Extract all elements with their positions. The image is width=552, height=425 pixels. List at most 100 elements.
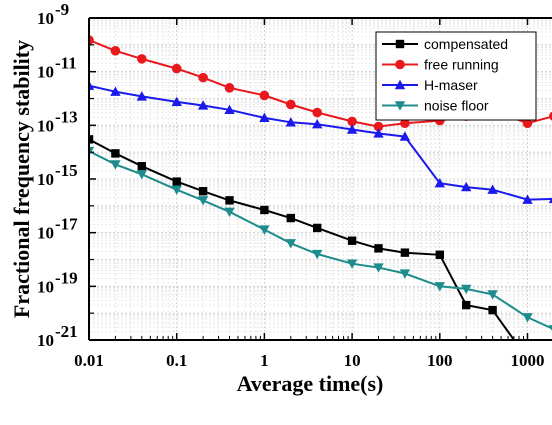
- legend-marker-h-maser: [394, 79, 406, 90]
- legend-entry-noise-floor: noise floor: [382, 98, 489, 114]
- series-h-maser: [89, 80, 552, 204]
- data-point-compensated: [313, 223, 322, 233]
- data-point-free-running: [549, 111, 552, 121]
- data-point-h-maser: [136, 91, 148, 101]
- data-point-compensated: [89, 135, 94, 144]
- data-point-h-maser: [171, 96, 182, 107]
- data-point-free-running: [224, 83, 235, 93]
- y-tick-label: 10: [37, 63, 54, 82]
- data-point-compensated: [488, 305, 497, 315]
- series-noise-floor: [89, 146, 552, 332]
- y-tick-label-exponent: -19: [55, 268, 78, 287]
- data-point-noise-floor: [399, 269, 411, 279]
- legend-label-free-running: free running: [424, 57, 499, 73]
- y-tick-label: 10: [37, 170, 54, 189]
- data-point-free-running: [522, 118, 533, 129]
- data-point-h-maser: [197, 100, 209, 110]
- data-point-compensated: [347, 236, 357, 245]
- legend-entry-free-running: free running: [382, 57, 499, 73]
- legend-marker-noise-floor: [394, 101, 406, 111]
- data-point-compensated: [172, 177, 181, 186]
- legend-entry-compensated: compensated: [382, 36, 508, 52]
- y-tick-label-exponent: -13: [55, 107, 78, 126]
- data-point-h-maser: [312, 119, 323, 129]
- legend: compensated free running H-maser noise floo…: [375, 31, 537, 121]
- data-point-noise-floor: [487, 290, 498, 300]
- data-point-h-maser: [461, 181, 472, 192]
- data-point-h-maser: [548, 197, 552, 204]
- series-compensated: [89, 135, 516, 340]
- x-tick-label: 1000: [511, 351, 545, 370]
- data-point-h-maser: [224, 104, 235, 114]
- data-point-h-maser: [285, 117, 297, 127]
- data-point-compensated: [225, 196, 234, 205]
- data-point-free-running: [400, 118, 410, 129]
- data-point-free-running: [198, 72, 208, 83]
- data-point-free-running: [89, 35, 94, 45]
- data-point-h-maser: [346, 124, 358, 134]
- data-point-h-maser: [373, 128, 384, 138]
- axes: [88, 17, 552, 341]
- data-point-noise-floor: [346, 259, 358, 269]
- data-point-noise-floor: [259, 225, 270, 235]
- data-point-noise-floor: [461, 284, 472, 295]
- data-point-noise-floor: [522, 313, 533, 323]
- data-point-noise-floor: [373, 263, 384, 273]
- y-tick-label-exponent: -21: [55, 322, 78, 341]
- data-point-free-running: [259, 90, 270, 101]
- data-point-h-maser: [110, 86, 121, 96]
- data-point-noise-floor: [197, 196, 209, 206]
- y-tick-label: 10: [37, 331, 54, 350]
- data-point-noise-floor: [136, 170, 148, 180]
- y-tick-label-exponent: -17: [55, 215, 78, 234]
- data-point-h-maser: [89, 80, 95, 90]
- legend-label-h-maser: H-maser: [424, 77, 478, 93]
- data-point-compensated: [137, 161, 147, 171]
- data-point-h-maser: [487, 184, 498, 194]
- y-tick-label: 10: [37, 224, 54, 243]
- legend-label-noise-floor: noise floor: [424, 98, 489, 114]
- data-point-compensated: [435, 250, 444, 259]
- legend-marker-free-running: [395, 59, 405, 70]
- data-point-compensated: [400, 248, 410, 257]
- y-tick-label-exponent: -15: [55, 161, 78, 180]
- x-tick-label: 10: [344, 351, 361, 370]
- y-tick-label: 10: [37, 116, 54, 135]
- data-point-compensated: [286, 213, 296, 223]
- legend-marker-compensated: [395, 39, 405, 49]
- legend-label-compensated: compensated: [424, 36, 508, 52]
- x-tick-label: 0.1: [166, 351, 187, 370]
- data-point-free-running: [137, 54, 147, 64]
- data-point-noise-floor: [434, 282, 445, 292]
- y-tick-label-exponent: -11: [55, 54, 77, 73]
- data-point-free-running: [286, 99, 296, 110]
- data-point-noise-floor: [171, 185, 182, 195]
- data-point-h-maser: [434, 177, 445, 188]
- data-point-compensated: [260, 205, 269, 215]
- data-point-compensated: [111, 149, 120, 158]
- data-point-free-running: [171, 63, 182, 74]
- legend-entry-h-maser: H-maser: [382, 77, 478, 93]
- y-tick-label: 10: [37, 9, 54, 28]
- y-axis-title: Fractional frequency stability: [9, 40, 34, 318]
- x-tick-label: 0.01: [74, 351, 104, 370]
- data-point-free-running: [347, 116, 357, 127]
- data-point-free-running: [312, 107, 323, 118]
- data-point-compensated: [198, 187, 208, 196]
- data-point-noise-floor: [285, 239, 297, 249]
- data-point-h-maser: [522, 194, 533, 204]
- y-tick-label-exponent: -9: [55, 0, 69, 19]
- data-point-noise-floor: [548, 325, 552, 332]
- x-axis-title: Average time(s): [237, 371, 384, 396]
- data-point-noise-floor: [89, 146, 95, 157]
- x-tick-label: 1: [260, 351, 269, 370]
- data-point-free-running: [110, 45, 121, 56]
- data-point-noise-floor: [110, 160, 121, 170]
- data-point-noise-floor: [312, 249, 323, 260]
- data-point-h-maser: [259, 112, 270, 123]
- x-tick-label: 100: [427, 351, 453, 370]
- data-point-compensated: [462, 300, 471, 310]
- data-point-h-maser: [399, 131, 411, 141]
